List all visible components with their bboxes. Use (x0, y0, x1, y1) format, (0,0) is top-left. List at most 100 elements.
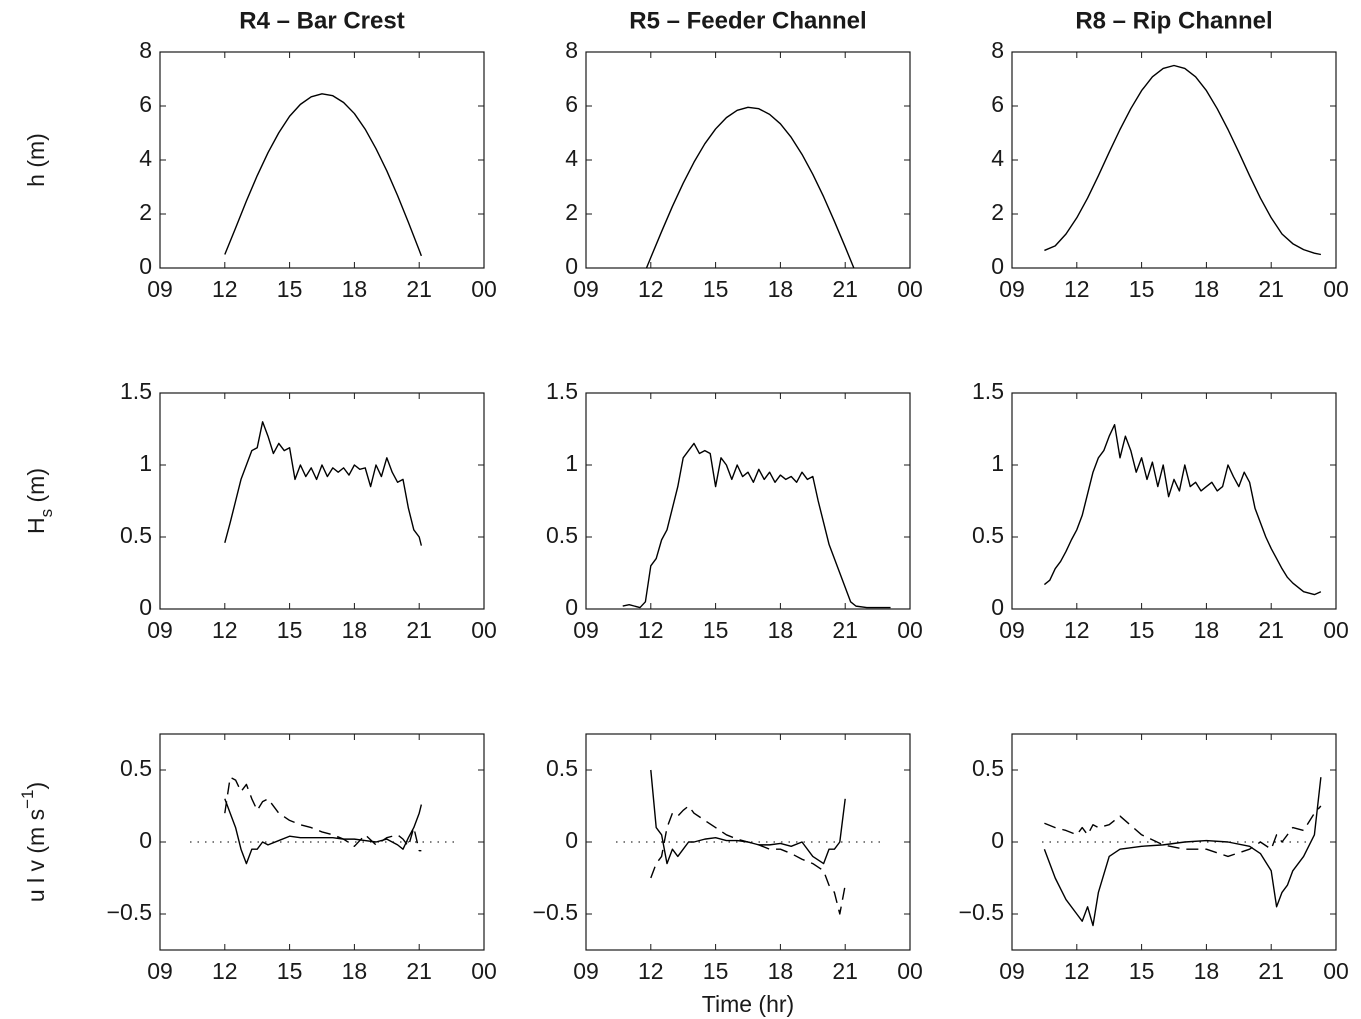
y-tick-label: 2 (565, 199, 578, 225)
x-tick-label: 15 (277, 276, 303, 302)
x-tick-label: 12 (1064, 958, 1090, 984)
x-tick-label: 21 (1258, 617, 1284, 643)
x-tick-label: 15 (1129, 617, 1155, 643)
x-tick-label: 18 (768, 958, 794, 984)
y-tick-label: 1.5 (972, 378, 1004, 404)
y-tick-label: 6 (139, 91, 152, 117)
y-tick-label: 1 (565, 450, 578, 476)
x-tick-label: 00 (897, 617, 923, 643)
plot-frame (1011, 733, 1337, 951)
chart-title: R5 – Feeder Channel (629, 7, 866, 34)
plot-frame (1011, 392, 1337, 610)
y-tick-label: 8 (565, 37, 578, 63)
x-tick-label: 18 (342, 276, 368, 302)
data-line (622, 442, 891, 609)
x-tick-label: 15 (1129, 958, 1155, 984)
x-tick-label: 21 (406, 276, 432, 302)
plot-frame (585, 392, 911, 610)
y-axis-label: Hs (m) (23, 468, 56, 534)
x-tick-label: 00 (897, 276, 923, 302)
y-axis-label: h (m) (23, 133, 49, 187)
x-tick-label: 00 (1323, 958, 1349, 984)
y-axis-label: u l v (m s−1) (18, 782, 49, 902)
y-tick-label: 0.5 (546, 755, 578, 781)
x-tick-label: 12 (638, 617, 664, 643)
plot-frame (159, 733, 485, 951)
data-line (1044, 805, 1322, 858)
y-tick-label: 0 (991, 594, 1004, 620)
y-tick-label: 0 (565, 594, 578, 620)
y-tick-label: 4 (565, 145, 578, 171)
y-tick-label: 6 (565, 91, 578, 117)
x-tick-label: 12 (638, 276, 664, 302)
x-tick-label: 12 (212, 617, 238, 643)
x-tick-label: 21 (1258, 276, 1284, 302)
plot-frame (1011, 51, 1337, 269)
x-tick-label: 00 (897, 958, 923, 984)
x-tick-label: 00 (471, 276, 497, 302)
x-tick-label: 09 (573, 276, 599, 302)
y-tick-label: 0.5 (120, 755, 152, 781)
x-tick-label: 15 (703, 958, 729, 984)
y-tick-label: 6 (991, 91, 1004, 117)
chart-title: R8 – Rip Channel (1075, 7, 1272, 34)
x-tick-label: 21 (406, 617, 432, 643)
x-tick-label: 12 (212, 276, 238, 302)
x-tick-label: 09 (147, 958, 173, 984)
x-tick-label: 21 (1258, 958, 1284, 984)
y-tick-label: 2 (139, 199, 152, 225)
y-tick-label: 0.5 (546, 522, 578, 548)
y-axis-label-part: ) (23, 782, 49, 790)
x-tick-label: 18 (768, 617, 794, 643)
y-tick-label: −0.5 (533, 899, 578, 925)
y-tick-label: 1.5 (120, 378, 152, 404)
data-line (645, 106, 855, 269)
y-tick-label: 0 (991, 827, 1004, 853)
y-tick-label: 0.5 (972, 755, 1004, 781)
y-axis-label-part: −1 (18, 790, 37, 809)
x-tick-label: 18 (342, 958, 368, 984)
x-tick-label: 12 (1064, 276, 1090, 302)
x-tick-label: 21 (832, 276, 858, 302)
x-tick-label: 12 (212, 958, 238, 984)
y-tick-label: 0 (139, 594, 152, 620)
y-tick-label: 0 (139, 253, 152, 279)
data-line (224, 421, 423, 546)
y-tick-label: 1.5 (546, 378, 578, 404)
y-tick-label: 2 (991, 199, 1004, 225)
x-tick-label: 00 (471, 958, 497, 984)
x-tick-label: 18 (342, 617, 368, 643)
x-tick-label: 15 (277, 958, 303, 984)
y-tick-label: 0 (565, 827, 578, 853)
x-tick-label: 18 (768, 276, 794, 302)
x-tick-label: 09 (999, 958, 1025, 984)
data-line (1044, 64, 1322, 256)
data-line (224, 93, 423, 257)
x-tick-label: 00 (1323, 276, 1349, 302)
y-tick-label: −0.5 (107, 899, 152, 925)
plot-frame (159, 51, 485, 269)
y-tick-label: 0 (991, 253, 1004, 279)
x-tick-label: 00 (1323, 617, 1349, 643)
x-tick-label: 15 (703, 617, 729, 643)
x-tick-label: 18 (1194, 276, 1220, 302)
y-axis-label-part: h (m) (23, 133, 49, 187)
y-tick-label: 8 (991, 37, 1004, 63)
x-tick-label: 09 (999, 276, 1025, 302)
y-tick-label: 1 (991, 450, 1004, 476)
y-axis-label-part: H (23, 517, 49, 534)
chart-title: R4 – Bar Crest (239, 7, 404, 34)
data-line (650, 769, 846, 865)
y-tick-label: 0.5 (972, 522, 1004, 548)
data-line (1043, 777, 1322, 927)
x-tick-label: 15 (1129, 276, 1155, 302)
x-tick-label: 15 (703, 276, 729, 302)
y-axis-label-part: s (37, 509, 56, 518)
data-line (224, 776, 422, 852)
y-tick-label: 0 (565, 253, 578, 279)
y-tick-label: −0.5 (959, 899, 1004, 925)
x-tick-label: 09 (147, 276, 173, 302)
y-tick-label: 0 (139, 827, 152, 853)
x-tick-label: 18 (1194, 617, 1220, 643)
